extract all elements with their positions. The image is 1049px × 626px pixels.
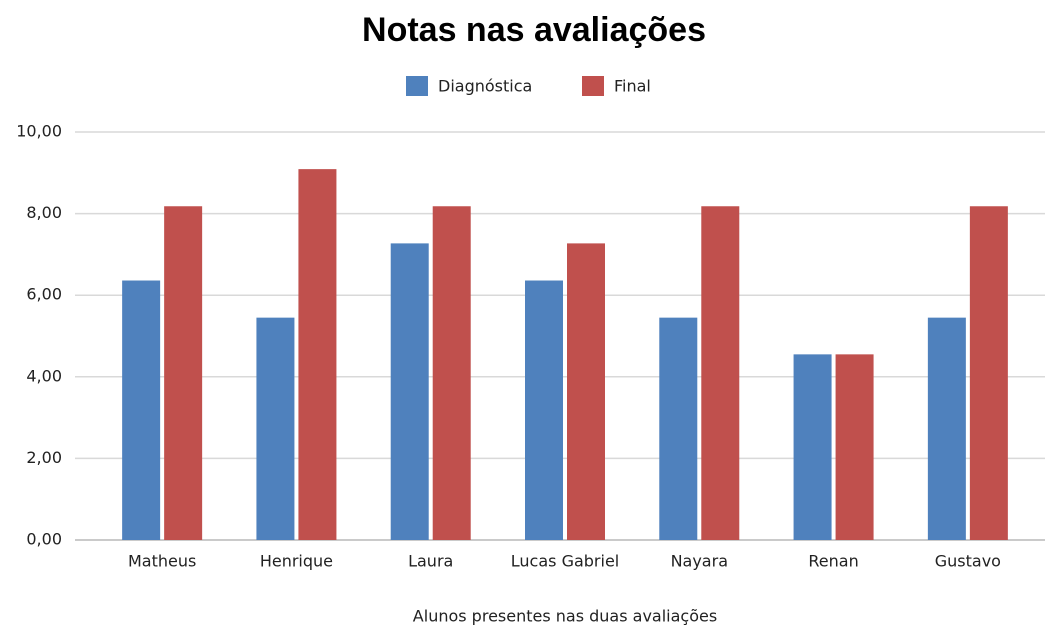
bar [567,243,605,540]
bar [793,354,832,540]
y-tick-label: 10,00 [16,122,62,141]
y-tick-label: 6,00 [26,285,62,304]
x-tick-label: Henrique [260,552,333,571]
x-tick-label: Nayara [671,552,728,571]
bar [256,317,295,540]
legend-swatch [406,76,428,96]
bar [659,317,698,540]
chart-title: Notas nas avaliações [362,11,706,49]
y-tick-label: 2,00 [26,448,62,467]
bar [298,169,337,541]
bar [432,206,471,541]
bar [122,280,161,540]
legend-label: Final [614,77,651,96]
x-tick-label: Gustavo [935,552,1001,571]
x-tick-label: Laura [408,552,453,571]
bar [927,317,966,540]
bar [701,206,740,541]
bar [835,354,874,540]
x-axis-label: Alunos presentes nas duas avaliações [413,607,717,626]
x-tick-label: Renan [808,552,858,571]
bar [969,206,1008,541]
y-tick-label: 4,00 [26,366,62,385]
legend-label: Diagnóstica [438,77,532,96]
legend-swatch [582,76,604,96]
x-tick-label: Lucas Gabriel [511,552,619,571]
x-tick-label: Matheus [128,552,196,571]
bar [164,206,203,541]
y-tick-label: 0,00 [26,530,62,549]
bar [525,280,563,540]
bar [390,243,429,540]
y-tick-label: 8,00 [26,203,62,222]
